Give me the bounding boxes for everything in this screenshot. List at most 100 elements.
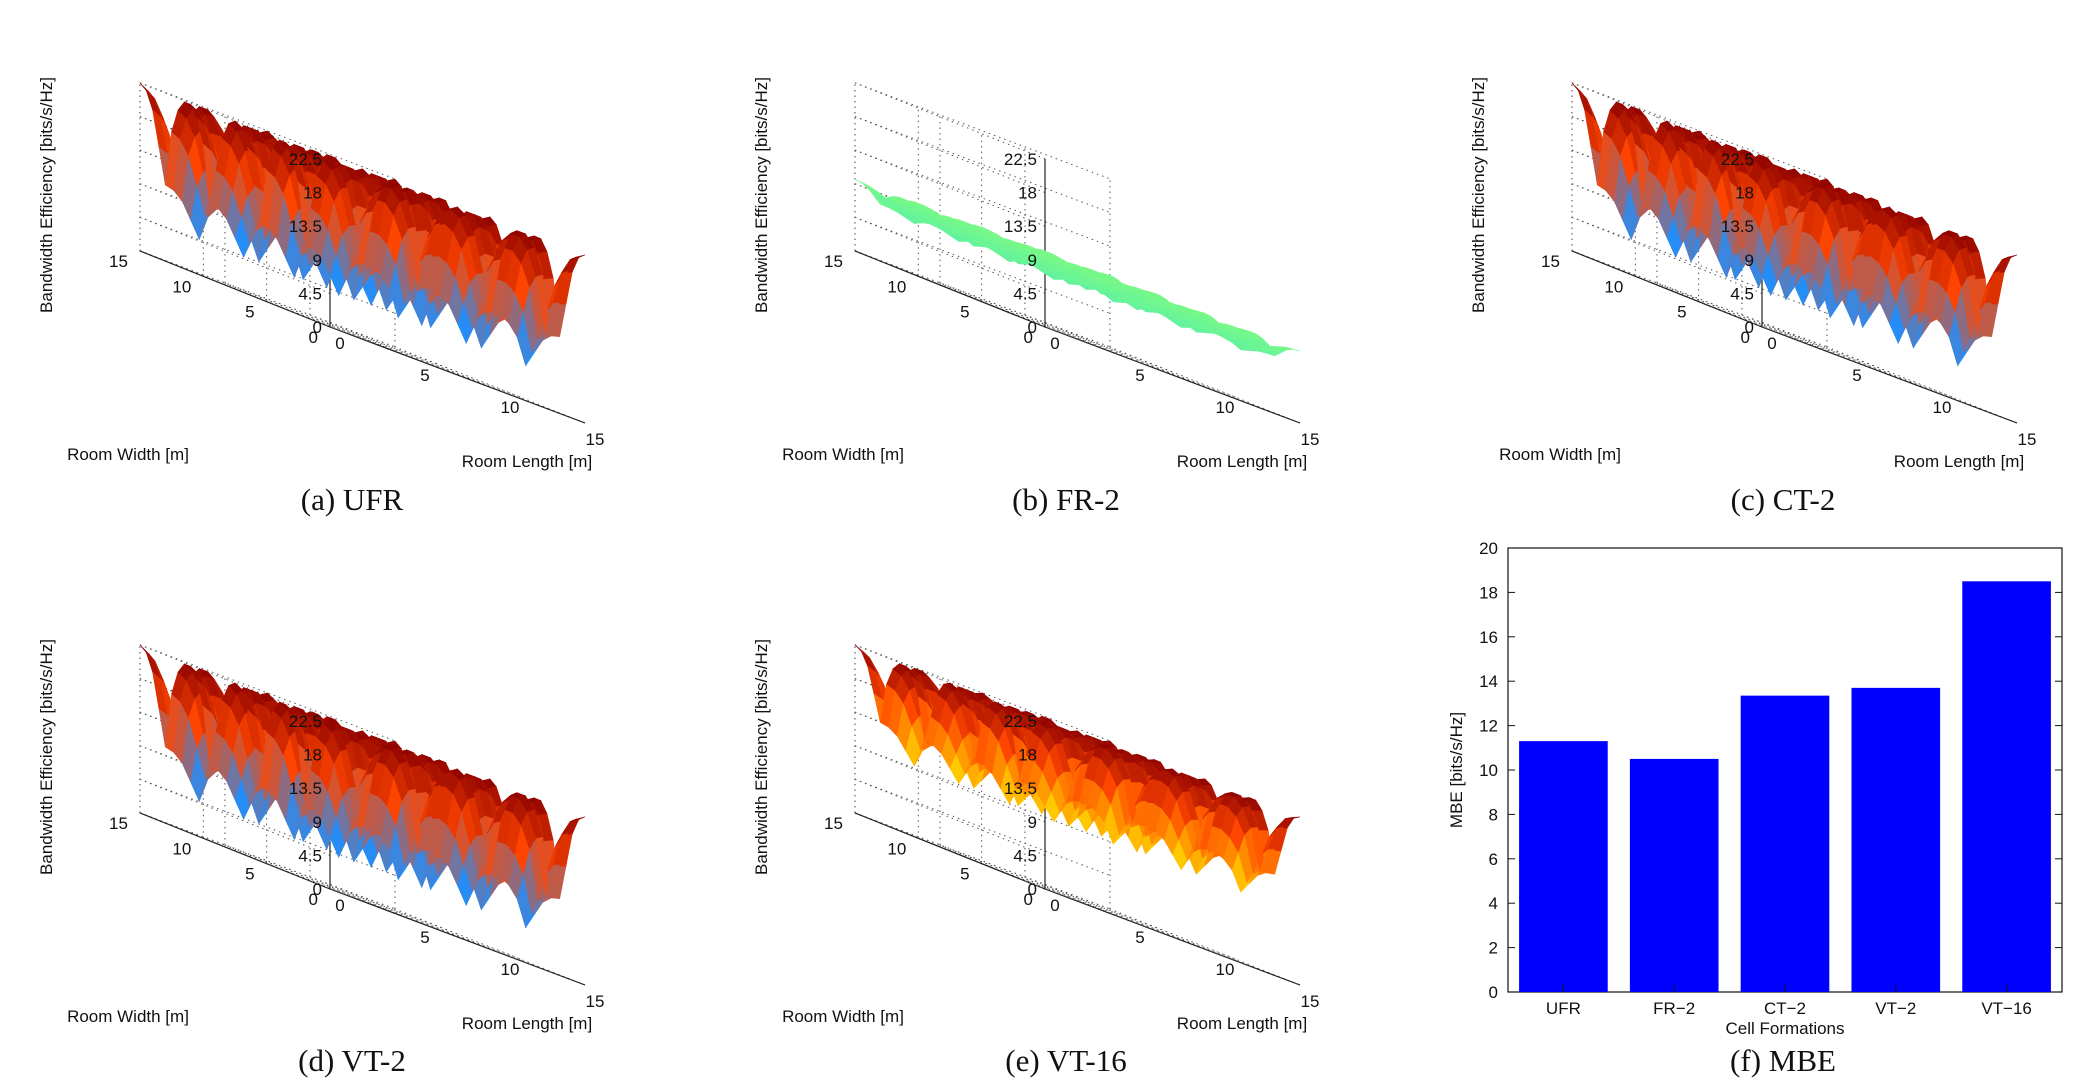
- y-gridline-floor: [854, 812, 1111, 910]
- z-tick-label: 13.5: [1004, 779, 1037, 798]
- x-tick-label: 10: [1933, 398, 1952, 417]
- y-tick-label: 15: [109, 252, 128, 271]
- y-tick-label: 12: [1479, 717, 1498, 736]
- y-gridline-floor: [203, 275, 459, 373]
- z-tick-label: 9: [313, 251, 322, 270]
- x-tick-label: 0: [335, 896, 344, 915]
- y-tick-label: 0: [309, 890, 318, 909]
- z-tick-label: 13.5: [289, 779, 322, 798]
- x-gridline-floor: [394, 346, 586, 424]
- surface-panel-fr2: 0 4.5 9 13.5 18 22.5 0 5 10 15 0 5 10 15 Bandwidth Eff…: [715, 0, 1415, 480]
- z-tick-label: 18: [303, 746, 322, 765]
- x-axis-line: [329, 888, 586, 986]
- y-tick-label: 20: [1479, 539, 1498, 558]
- z-tick-label: 18: [1735, 184, 1754, 203]
- z-gridline-back: [854, 745, 1111, 843]
- x-gridline-floor: [1741, 314, 1933, 392]
- x-tick-label: 5: [1135, 928, 1144, 947]
- y-axis-label: Room Width [m]: [782, 1007, 904, 1026]
- x-gridline-floor: [224, 282, 416, 360]
- z-tick-label: 4.5: [1013, 284, 1037, 303]
- y-axis-label: Room Width [m]: [67, 445, 189, 464]
- surface-patch: [1285, 816, 1301, 819]
- z-gridline-back: [854, 216, 1111, 314]
- y-axis-label: Room Width [m]: [1499, 445, 1621, 464]
- z-gridline-back: [139, 778, 396, 876]
- z-gridline-back: [854, 116, 1111, 213]
- x-gridline-floor: [309, 876, 501, 954]
- x-tick-label: 0: [1767, 334, 1776, 353]
- surface-patch: [861, 182, 877, 193]
- z-tick-label: 9: [1028, 251, 1037, 270]
- x-gridline-floor: [939, 844, 1131, 922]
- z-gridline-left: [854, 82, 1046, 160]
- z-gridline-back: [1571, 216, 1828, 314]
- x-tick-label: 5: [1852, 366, 1861, 385]
- z-gridline-back: [854, 644, 1111, 742]
- z-tick-label: 0: [313, 318, 322, 337]
- y-axis-label: Room Width [m]: [782, 445, 904, 464]
- z-tick-label: 22.5: [289, 712, 322, 731]
- y-tick-label: 2: [1489, 939, 1498, 958]
- y-tick-label: 5: [245, 865, 254, 884]
- z-tick-label: 22.5: [1004, 150, 1037, 169]
- x-tick-label: 15: [1301, 430, 1320, 449]
- y-tick-label: 10: [172, 839, 191, 858]
- z-axis-label: Bandwidth Efficiency [bits/s/Hz]: [37, 639, 56, 875]
- x-tick-label: 5: [420, 366, 429, 385]
- y-tick-label: 10: [1479, 761, 1498, 780]
- z-tick-label: 22.5: [1004, 712, 1037, 731]
- y-axis-line: [139, 250, 331, 328]
- x-gridline-floor: [1656, 282, 1848, 360]
- y-tick-label: 8: [1489, 805, 1498, 824]
- z-axis-label: Bandwidth Efficiency [bits/s/Hz]: [752, 639, 771, 875]
- surface-mesh: [854, 644, 1301, 893]
- surface-patch: [1285, 346, 1301, 352]
- y-tick-label: 5: [960, 865, 969, 884]
- x-axis-label: Room Length [m]: [462, 452, 592, 471]
- x-axis-label: Room Length [m]: [1894, 452, 2024, 471]
- z-gridline-left: [139, 778, 331, 856]
- surface-patch: [570, 254, 586, 260]
- y-tick-label: 5: [245, 303, 254, 322]
- z-tick-label: 9: [313, 813, 322, 832]
- surface-panel-ufr: 0 4.5 9 13.5 18 22.5 0 5 10 15 0 5 10 15 Bandwidth Eff…: [0, 0, 700, 480]
- axis-grid: [854, 644, 1301, 986]
- z-tick-label: 4.5: [1730, 284, 1754, 303]
- z-tick-label: 13.5: [1004, 217, 1037, 236]
- z-tick-label: 22.5: [1721, 150, 1754, 169]
- y-axis-label: Room Width [m]: [67, 1007, 189, 1026]
- surface-patch: [570, 816, 586, 822]
- x-gridline-floor: [1109, 908, 1301, 986]
- y-tick-label: 18: [1479, 583, 1498, 602]
- surface-panel-vt2: 0 4.5 9 13.5 18 22.5 0 5 10 15 0 5 10 15 Bandwidth Eff…: [0, 562, 700, 1042]
- x-axis-line: [1044, 326, 1301, 424]
- y-tick-label: 10: [1604, 277, 1623, 296]
- bar: [1740, 695, 1830, 992]
- z-tick-label: 13.5: [289, 217, 322, 236]
- surface-mesh: [139, 644, 586, 929]
- z-gridline-back: [139, 216, 396, 314]
- y-gridline-floor: [854, 250, 1111, 348]
- surface-mesh: [854, 178, 1301, 357]
- x-gridline-floor: [309, 314, 501, 392]
- x-tick-label: VT−16: [1981, 999, 2032, 1018]
- y-axis-line: [854, 812, 1046, 890]
- x-tick-label: FR−2: [1653, 999, 1695, 1018]
- y-gridline-floor: [918, 837, 1174, 935]
- z-tick-label: 0: [1745, 318, 1754, 337]
- x-tick-label: 0: [1050, 334, 1059, 353]
- y-axis-label: MBE [bits/s/Hz]: [1447, 712, 1466, 828]
- z-tick-label: 4.5: [1013, 846, 1037, 865]
- y-axis-line: [854, 250, 1046, 328]
- z-axis-label: Bandwidth Efficiency [bits/s/Hz]: [37, 77, 56, 313]
- y-tick-label: 0: [1741, 328, 1750, 347]
- x-gridline-floor: [1024, 314, 1216, 392]
- surface-mesh: [139, 82, 586, 367]
- z-tick-label: 18: [1018, 184, 1037, 203]
